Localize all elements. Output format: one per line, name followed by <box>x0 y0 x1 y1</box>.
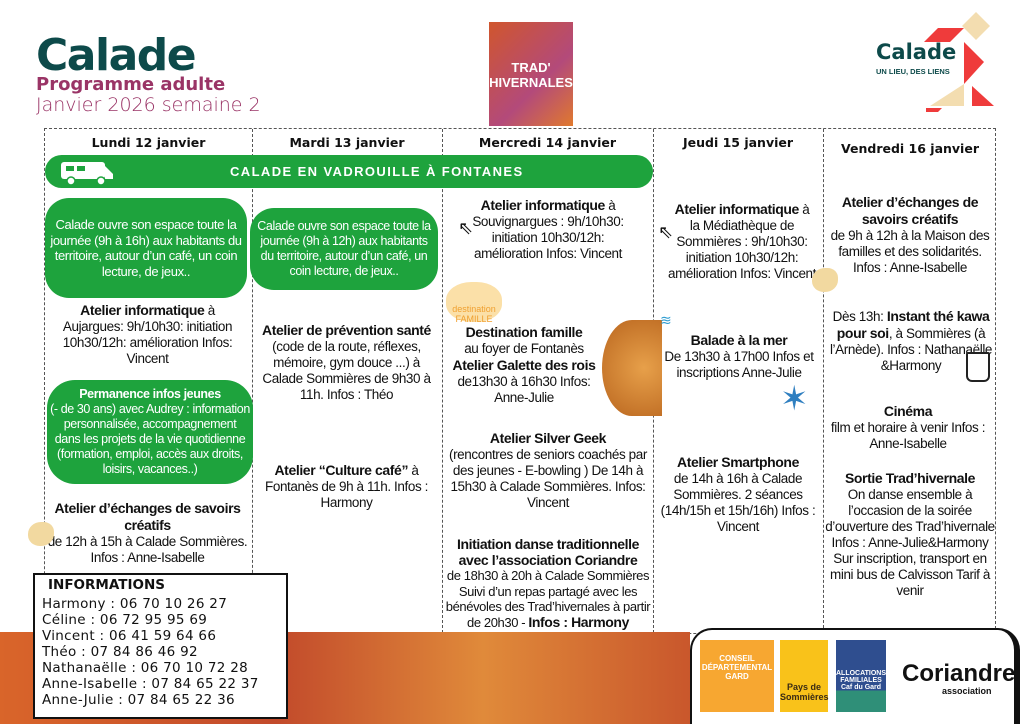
event-sortie-trad: Sortie Trad’hivernale On danse ensemble à… <box>825 470 995 598</box>
day-header-tuesday: Mardi 13 janvier <box>289 135 405 150</box>
event-cinema: Cinéma film et horaire à venir Infos : An… <box>830 403 986 451</box>
event-destination-famille: Destination famille au foyer de Fontanès A… <box>452 324 596 405</box>
cursor-click-icon: ⇖ <box>458 218 474 238</box>
coffee-cup-icon <box>966 352 990 382</box>
open-space-bubble-monday: Calade ouvre son espace toute la journée… <box>45 198 247 298</box>
contact-line: Anne-Isabelle : 07 84 65 22 37 <box>42 676 259 692</box>
coriandre-logo: Coriandre <box>902 660 1016 687</box>
contact-line: Théo : 07 84 86 46 92 <box>42 644 198 660</box>
event-smartphone: Atelier Smartphone de 14h à 16h à Calade … <box>660 454 816 534</box>
event-echanges-savoirs-monday: Atelier d’échanges de savoirs créatifs de… <box>47 500 248 565</box>
destination-famille-logo: destination FAMILLE <box>446 282 502 324</box>
starfish-icon: ✶ <box>780 380 809 418</box>
event-prevention-sante: Atelier de prévention santé (code de la r… <box>262 322 431 402</box>
event-echanges-savoirs-friday: Atelier d’échanges de savoirs créatifs de… <box>830 194 990 275</box>
event-silver-geek: Atelier Silver Geek (rencontres de senior… <box>448 430 647 510</box>
vadrouille-banner: CALADE EN VADROUILLE À FONTANES <box>45 155 653 188</box>
event-instant-the-kawa: Dès 13h: Instant thé kawa pour soi, à So… <box>829 308 993 373</box>
logo-tagline: UN LIEU, DES LIENS <box>876 67 950 76</box>
partners-box: CONSEIL DÉPARTEMENTAL GARD Pays de Sommi… <box>690 628 1020 724</box>
palette-icon <box>28 522 54 546</box>
contact-line: Nathanaëlle : 06 70 10 72 28 <box>42 660 249 676</box>
day-header-thursday: Jeudi 15 janvier <box>682 135 794 150</box>
camper-van-icon <box>61 162 113 186</box>
caf-logo: ALLOCATIONS FAMILIALES Caf du Gard <box>836 640 886 712</box>
brand-title: Calade <box>36 30 197 81</box>
fish-school-icon: ≋ <box>660 312 672 328</box>
event-balade-mer: Balade à la mer De 13h30 à 17h00 Infos et… <box>664 332 814 380</box>
event-atelier-informatique-monday: Atelier informatique à Aujargues: 9h/10h3… <box>62 302 233 366</box>
coriandre-sub: association <box>942 686 992 696</box>
trad-hivernales-logo: TRAD' HIVERNALES <box>489 22 573 126</box>
day-header-wednesday: Mercredi 14 janvier <box>478 135 617 150</box>
open-space-bubble-tuesday: Calade ouvre son espace toute la journée… <box>250 208 438 290</box>
gard-logo: CONSEIL DÉPARTEMENTAL GARD <box>700 640 774 712</box>
event-culture-cafe: Atelier “Culture café” à Fontanès de 9h à… <box>264 462 429 510</box>
contact-line: Harmony : 06 70 10 26 27 <box>42 596 228 612</box>
informations-box: INFORMATIONS Harmony : 06 70 10 26 27 Cé… <box>33 573 288 719</box>
event-atelier-informatique-wednesday: Atelier informatique à Souvignargues : 9h… <box>472 197 624 261</box>
logo-name: Calade <box>876 40 957 64</box>
event-initiation-danse: Initiation danse traditionnelle avec l’a… <box>445 536 651 630</box>
day-header-monday: Lundi 12 janvier <box>91 135 206 150</box>
cursor-click-icon: ⇖ <box>658 222 674 242</box>
informations-title: INFORMATIONS <box>48 577 165 593</box>
subtitle: Programme adulte <box>36 74 226 95</box>
contact-line: Anne-Julie : 07 84 65 22 36 <box>42 692 235 708</box>
banner-text: CALADE EN VADROUILLE À FONTANES <box>230 164 524 179</box>
pays-sommieres-logo: Pays de Sommières <box>780 640 829 712</box>
galette-image <box>602 320 662 416</box>
calade-logo: Calade UN LIEU, DES LIENS <box>870 12 1000 124</box>
contact-line: Céline : 06 72 95 95 69 <box>42 612 208 628</box>
tangram-figure-icon <box>924 12 994 124</box>
contact-line: Vincent : 06 41 59 64 66 <box>42 628 217 644</box>
day-header-friday: Vendredi 16 janvier <box>841 141 979 156</box>
permanence-jeunes-bubble: Permanence infos jeunes (- de 30 ans) ave… <box>47 380 253 484</box>
event-atelier-informatique-thursday: Atelier informatique à la Médiathèque de … <box>667 201 817 281</box>
palette-icon <box>812 268 838 292</box>
week-label: Janvier 2026 semaine 2 <box>36 94 261 116</box>
